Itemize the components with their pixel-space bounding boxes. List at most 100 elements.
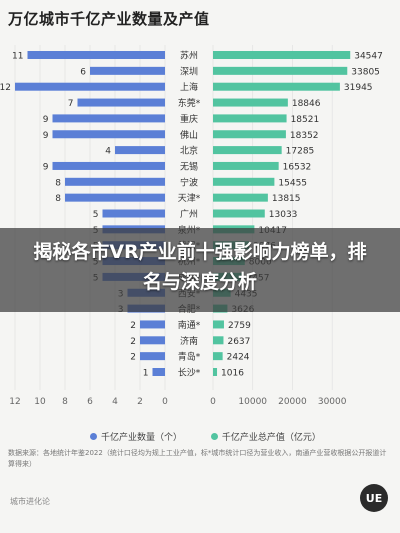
city-label: 苏州 [180, 50, 198, 62]
right-tick-label: 0 [210, 397, 216, 407]
output-value-label: 18521 [291, 115, 320, 125]
count-value-label: 7 [68, 99, 74, 109]
legend-item-output: 千亿产业总产值（亿元） [210, 430, 321, 443]
output-bar [213, 130, 286, 139]
output-bar [213, 352, 223, 361]
count-value-label: 2 [130, 321, 136, 331]
city-label: 北京 [180, 145, 198, 157]
output-bar [213, 161, 279, 170]
right-tick-label: 10000 [238, 397, 267, 407]
count-bar [140, 336, 165, 345]
output-bar [213, 114, 287, 123]
count-bar [140, 320, 165, 329]
count-bar [52, 161, 165, 170]
city-label: 东莞* [178, 97, 201, 109]
city-label: 佛山 [180, 129, 198, 141]
output-value-label: 31945 [344, 83, 373, 93]
city-label: 无锡 [180, 161, 198, 172]
count-bar [27, 51, 165, 59]
left-tick-label: 2 [137, 397, 143, 407]
legend-item-count: 千亿产业数量（个） [90, 430, 182, 443]
count-bar [77, 98, 165, 107]
output-value-label: 33805 [351, 67, 380, 77]
city-label: 南通* [178, 319, 201, 331]
brand-logo: UE [360, 484, 388, 512]
count-bar [15, 82, 165, 91]
output-value-label: 13033 [269, 210, 298, 220]
count-value-label: 9 [43, 162, 49, 172]
output-bar [213, 51, 351, 59]
output-bar [213, 336, 224, 345]
count-value-label: 9 [43, 131, 49, 141]
count-bar [90, 66, 165, 75]
output-value-label: 2759 [228, 321, 251, 331]
count-bar [65, 177, 165, 186]
output-value-label: 34547 [354, 52, 383, 62]
legend-output-label: 千亿产业总产值（亿元） [221, 433, 321, 443]
output-value-label: 1016 [221, 369, 244, 379]
output-value-label: 2424 [227, 353, 250, 363]
count-bar [52, 114, 165, 123]
output-bar [213, 320, 224, 329]
count-bar [52, 130, 165, 139]
count-value-label: 1 [143, 369, 149, 379]
right-tick-label: 20000 [278, 397, 307, 407]
count-bar [65, 193, 165, 202]
output-bar [213, 193, 268, 202]
left-tick-label: 10 [34, 397, 46, 407]
left-tick-label: 0 [162, 397, 168, 407]
legend-count-swatch [90, 433, 97, 440]
count-bar [102, 209, 165, 218]
count-value-label: 2 [130, 353, 136, 363]
headline: 揭秘各市VR产业前十强影响力榜单，排名与深度分析 [33, 241, 367, 293]
left-tick-label: 8 [62, 397, 68, 407]
city-label: 青岛* [178, 351, 201, 363]
city-label: 重庆 [180, 113, 198, 125]
city-label: 广州 [180, 208, 198, 220]
output-value-label: 18846 [292, 99, 321, 109]
output-value-label: 18352 [290, 131, 319, 141]
output-bar [213, 146, 282, 155]
output-value-label: 16532 [283, 162, 312, 172]
left-tick-label: 6 [87, 397, 93, 407]
output-bar [213, 66, 348, 75]
count-value-label: 8 [55, 194, 61, 204]
city-label: 长沙* [178, 367, 201, 379]
legend-count-label: 千亿产业数量（个） [101, 433, 183, 443]
output-value-label: 17285 [286, 147, 315, 157]
output-value-label: 2637 [227, 337, 250, 347]
count-value-label: 6 [80, 67, 86, 77]
output-bar [213, 368, 218, 376]
output-value-label: 13815 [272, 194, 301, 204]
left-tick-label: 4 [112, 397, 118, 407]
count-value-label: 4 [105, 147, 111, 157]
chart-title: 万亿城市千亿产业数量及产值 [8, 10, 210, 28]
city-label: 上海 [180, 81, 198, 93]
count-value-label: 5 [93, 210, 99, 220]
count-value-label: 8 [55, 178, 61, 188]
right-tick-label: 30000 [318, 397, 347, 407]
count-bar [115, 146, 165, 155]
output-bar [213, 177, 275, 186]
count-value-label: 11 [12, 52, 23, 62]
headline-banner [0, 228, 400, 312]
output-bar [213, 82, 340, 91]
city-label: 深圳 [180, 66, 198, 77]
count-value-label: 9 [43, 115, 49, 125]
source-note: 数据来源：各地统计年鉴2022（统计口径均为规上工业产值，标*城市统计口径为营业… [8, 449, 387, 468]
brand-label: 城市进化论 [10, 497, 50, 506]
legend-output-swatch [210, 433, 218, 440]
output-value-label: 15455 [278, 178, 307, 188]
count-value-label: 12 [0, 83, 11, 93]
city-label: 宁波 [180, 176, 198, 188]
city-label: 济南 [180, 335, 198, 347]
chart-legend: 千亿产业数量（个） 千亿产业总产值（亿元） [90, 430, 347, 443]
count-bar [140, 352, 165, 361]
count-bar [152, 368, 165, 376]
city-label: 天津* [178, 193, 201, 204]
output-bar [213, 98, 288, 107]
output-bar [213, 209, 265, 218]
left-tick-label: 12 [9, 397, 20, 407]
count-value-label: 2 [130, 337, 136, 347]
